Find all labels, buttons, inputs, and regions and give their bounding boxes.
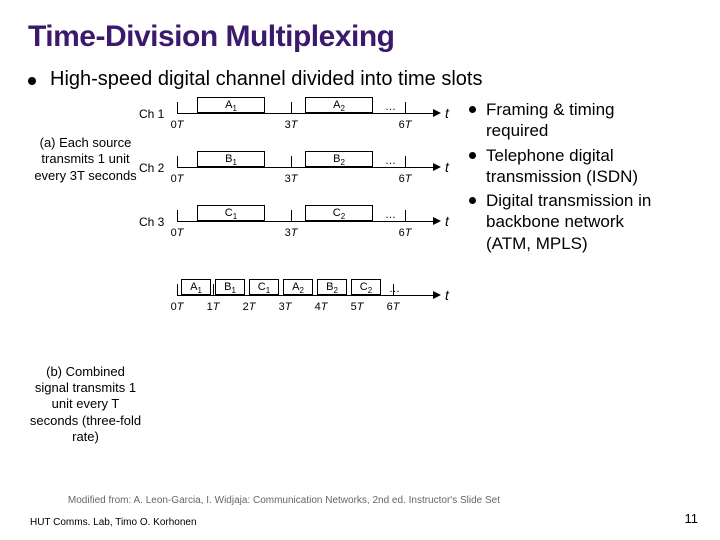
- channel-label: Ch 1: [139, 107, 164, 121]
- footer-source: Modified from: A. Leon-Garcia, I. Widjaj…: [68, 495, 500, 506]
- axis-line: [177, 113, 435, 114]
- bullet-dot-icon: [469, 106, 476, 113]
- ellipsis-icon: …: [389, 283, 400, 295]
- slot-box: A2: [305, 97, 373, 113]
- top-bullet-row: High-speed digital channel divided into …: [28, 68, 692, 91]
- axis-tick: [213, 284, 214, 295]
- tick-label: 6T: [399, 173, 412, 185]
- time-variable: t: [445, 287, 449, 303]
- tick-label: 3T: [285, 173, 298, 185]
- tick-label: 0T: [171, 173, 184, 185]
- slot-box: B2: [317, 279, 347, 295]
- bullet-dot-icon: [469, 152, 476, 159]
- tick-label: 4T: [315, 301, 328, 313]
- axis-tick: [405, 102, 406, 113]
- slot-box: B1: [215, 279, 245, 295]
- right-bullet-item: Telephone digital transmission (ISDN): [469, 145, 673, 188]
- slot-box: A1: [181, 279, 211, 295]
- slot-box: B2: [305, 151, 373, 167]
- axis-tick: [177, 284, 178, 295]
- arrowhead-icon: [433, 217, 441, 225]
- axis-line: [177, 221, 435, 222]
- time-variable: t: [445, 105, 449, 121]
- slot-box: C2: [305, 205, 373, 221]
- ellipsis-icon: …: [385, 209, 396, 221]
- tick-label: 2T: [243, 301, 256, 313]
- axis-line: [177, 167, 435, 168]
- time-variable: t: [445, 213, 449, 229]
- axis-tick: [177, 102, 178, 113]
- left-captions: (a) Each source transmits 1 unit every 3…: [28, 99, 143, 445]
- tick-label: 6T: [399, 119, 412, 131]
- axis-line: [177, 295, 435, 296]
- axis-tick: [177, 156, 178, 167]
- slide-title: Time-Division Multiplexing: [28, 20, 692, 54]
- tick-label: 3T: [285, 227, 298, 239]
- tick-label: 0T: [171, 227, 184, 239]
- axis-tick: [177, 210, 178, 221]
- tick-label: 5T: [351, 301, 364, 313]
- tick-label: 3T: [285, 119, 298, 131]
- arrowhead-icon: [433, 109, 441, 117]
- tick-label: 6T: [387, 301, 400, 313]
- slot-box: C1: [197, 205, 265, 221]
- right-bullet-text: Digital transmission in backbone network…: [486, 190, 673, 254]
- top-bullet-text: High-speed digital channel divided into …: [50, 68, 482, 91]
- bullet-dot-icon: [469, 197, 476, 204]
- time-variable: t: [445, 159, 449, 175]
- bullet-dot-icon: [28, 77, 36, 85]
- right-bullets: Framing & timing requiredTelephone digit…: [463, 99, 673, 445]
- right-bullet-item: Digital transmission in backbone network…: [469, 190, 673, 254]
- tick-label: 1T: [207, 301, 220, 313]
- timeline-row-combined: 0T 1T 2T 3T 4T 5T 6T A1B1C1A2B2C2 … t: [143, 281, 463, 341]
- axis-tick: [291, 156, 292, 167]
- axis-tick: [291, 102, 292, 113]
- ellipsis-icon: …: [385, 155, 396, 167]
- slide: Time-Division Multiplexing High-speed di…: [0, 0, 720, 540]
- right-bullet-text: Telephone digital transmission (ISDN): [486, 145, 673, 188]
- tick-label: 3T: [279, 301, 292, 313]
- timeline-row: Ch 30T3T6TC1C2…t: [143, 207, 463, 261]
- right-bullet-text: Framing & timing required: [486, 99, 673, 142]
- tick-label: 0T: [171, 119, 184, 131]
- slot-box: B1: [197, 151, 265, 167]
- slot-box: C2: [351, 279, 381, 295]
- tdm-diagram: Ch 10T3T6TA1A2…tCh 20T3T6TB1B2…tCh 30T3T…: [143, 99, 463, 445]
- axis-tick: [291, 210, 292, 221]
- right-bullet-item: Framing & timing required: [469, 99, 673, 142]
- timeline-row: Ch 20T3T6TB1B2…t: [143, 153, 463, 207]
- arrowhead-icon: [433, 291, 441, 299]
- axis-tick: [405, 156, 406, 167]
- axis-tick: [405, 210, 406, 221]
- arrowhead-icon: [433, 163, 441, 171]
- slot-box: A1: [197, 97, 265, 113]
- timeline-row: Ch 10T3T6TA1A2…t: [143, 99, 463, 153]
- page-number: 11: [685, 511, 699, 526]
- channel-label: Ch 3: [139, 215, 164, 229]
- channel-label: Ch 2: [139, 161, 164, 175]
- slot-box: C1: [249, 279, 279, 295]
- tick-label: 6T: [399, 227, 412, 239]
- slot-box: A2: [283, 279, 313, 295]
- content-row: (a) Each source transmits 1 unit every 3…: [28, 99, 692, 445]
- ellipsis-icon: …: [385, 101, 396, 113]
- footer-credit: HUT Comms. Lab, Timo O. Korhonen: [30, 517, 197, 528]
- caption-b: (b) Combined signal transmits 1 unit eve…: [28, 364, 143, 445]
- tick-label: 0T: [171, 301, 184, 313]
- caption-a: (a) Each source transmits 1 unit every 3…: [28, 135, 143, 184]
